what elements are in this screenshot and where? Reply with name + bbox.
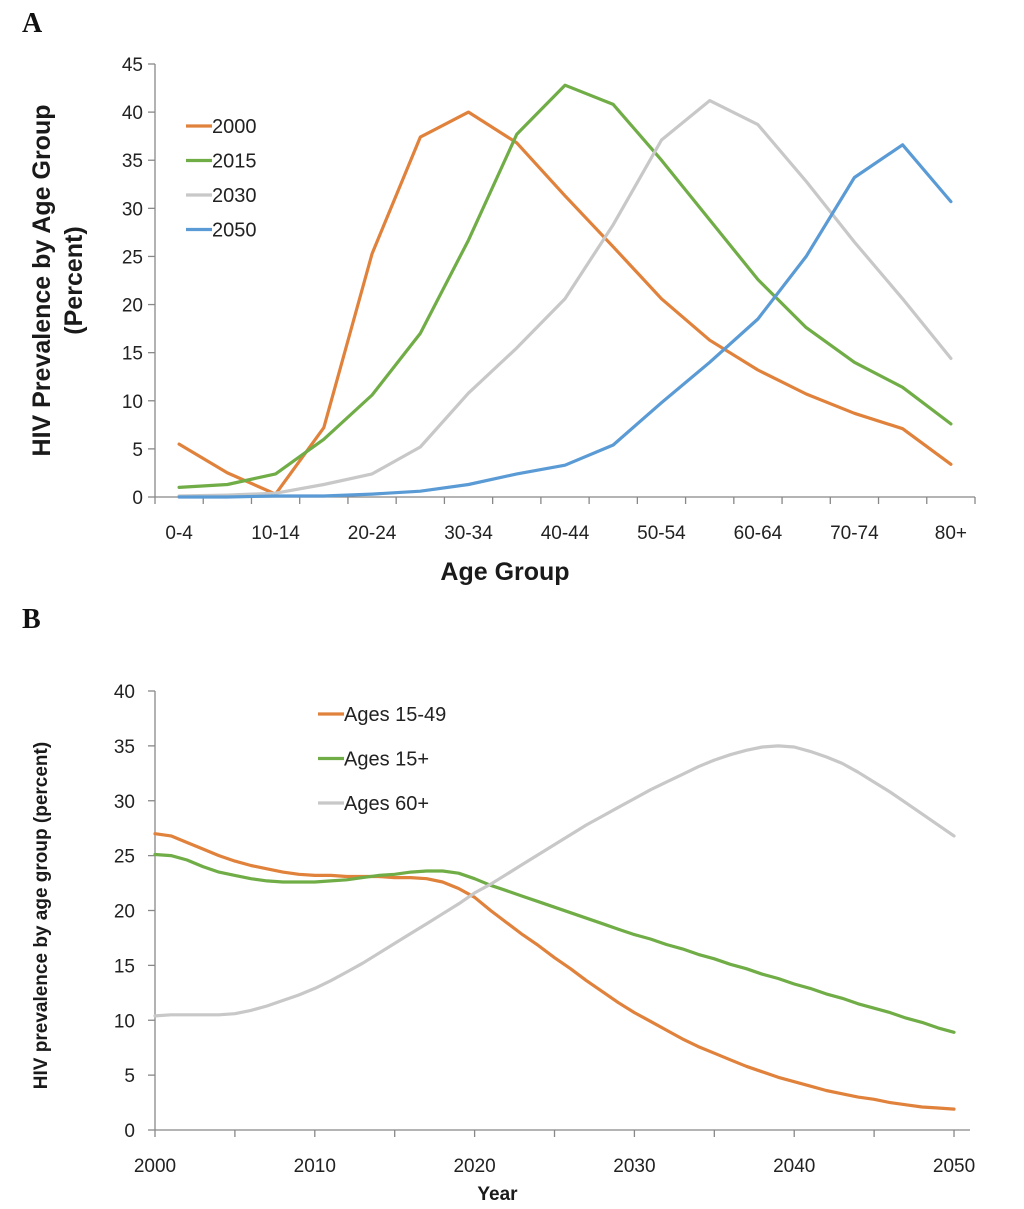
panel-a-y-axis-title-line: HIV Prevalence by Age Group bbox=[28, 105, 56, 457]
panel-a-legend-label-2050: 2050 bbox=[212, 220, 257, 242]
panel-a-x-tick-label: 30-34 bbox=[444, 523, 493, 544]
panel-b-legend-label-ages-15plus: Ages 15+ bbox=[344, 749, 429, 771]
panel-b-chart: 0 5 10 15 20 25 30 35 40 2000 2010 2020 2030 2040 2050… bbox=[31, 682, 975, 1205]
panel-b-y-tick-label: 15 bbox=[114, 956, 135, 977]
panel-b-x-tick-label: 2000 bbox=[134, 1156, 176, 1177]
panel-a-y-tick-label: 35 bbox=[122, 151, 143, 172]
panel-a-x-tick-label: 70-74 bbox=[830, 523, 879, 544]
panel-a-letter: A bbox=[22, 8, 43, 39]
panel-b-legend-label-ages-60plus: Ages 60+ bbox=[344, 793, 429, 815]
panel-a-x-tick-label: 20-24 bbox=[348, 523, 397, 544]
panel-a-x-tick-label: 50-54 bbox=[637, 523, 686, 544]
panel-b-y-tick-label: 0 bbox=[124, 1121, 135, 1142]
panel-a-legend-label-2030: 2030 bbox=[212, 185, 257, 207]
panel-b-y-tick-label: 10 bbox=[114, 1011, 135, 1032]
panel-b-y-tick-label: 35 bbox=[114, 737, 135, 758]
panel-b-x-tick-label: 2010 bbox=[294, 1156, 336, 1177]
panel-b-x-tick-label: 2020 bbox=[453, 1156, 495, 1177]
panel-b-y-tick-label: 30 bbox=[114, 792, 135, 813]
panel-a-y-tick-label: 25 bbox=[122, 247, 143, 268]
panel-a-series-line-2000 bbox=[177, 110, 953, 496]
panel-a-legend-label-2000: 2000 bbox=[212, 116, 257, 138]
panel-b-y-tick-label: 40 bbox=[114, 682, 135, 703]
panel-a-y-axis-title-line: (Percent) bbox=[60, 226, 88, 334]
panel-b-letter: B bbox=[22, 604, 41, 635]
panel-a-x-tick-label: 60-64 bbox=[734, 523, 783, 544]
panel-a-y-tick-label: 5 bbox=[132, 440, 143, 461]
panel-a-y-tick-label: 0 bbox=[132, 488, 143, 509]
panel-b-y-tick-label: 5 bbox=[124, 1066, 135, 1087]
panel-a-x-tick-label: 10-14 bbox=[251, 523, 300, 544]
panel-a-y-tick-label: 15 bbox=[122, 344, 143, 365]
panel-b-series-line-ages-15-49 bbox=[153, 832, 956, 1111]
panel-a-y-tick-label: 30 bbox=[122, 199, 143, 220]
panel-a-y-tick-label: 45 bbox=[122, 55, 143, 76]
panel-a-x-tick-label: 80+ bbox=[935, 523, 967, 544]
panel-a-series-line-2015 bbox=[177, 83, 953, 489]
panel-b-x-axis-title: Year bbox=[477, 1184, 518, 1205]
panel-b-series-line-ages-15plus bbox=[153, 852, 956, 1034]
panel-a-y-axis-title: HIV Prevalence by Age Group (Percent) bbox=[28, 105, 88, 457]
panel-b-x-tick-label: 2050 bbox=[933, 1156, 975, 1177]
panel-a-y-tick-label: 20 bbox=[122, 296, 143, 317]
panel-b-legend-label-ages-15-49: Ages 15-49 bbox=[344, 704, 446, 726]
panel-b-series-line-ages-60plus bbox=[153, 744, 956, 1018]
panel-a-x-axis-title: Age Group bbox=[440, 558, 569, 586]
panel-a-series-line-2050 bbox=[177, 143, 953, 499]
panel-a-legend-label-2015: 2015 bbox=[212, 151, 257, 173]
panel-a-series-line-2030 bbox=[177, 98, 953, 498]
panel-a-x-tick-label: 40-44 bbox=[541, 523, 590, 544]
panel-b-y-tick-label: 25 bbox=[114, 847, 135, 868]
panel-a-x-tick-label: 0-4 bbox=[165, 523, 193, 544]
panel-b-x-tick-label: 2040 bbox=[773, 1156, 815, 1177]
panel-a-y-tick-label: 10 bbox=[122, 392, 143, 413]
panel-b-y-tick-label: 20 bbox=[114, 902, 135, 923]
panel-a-y-tick-label: 40 bbox=[122, 103, 143, 124]
panel-a-chart: 0 5 10 15 20 25 30 35 40 45 0-4 10-14 20-24 30-34 40-4… bbox=[28, 55, 976, 586]
panel-b-y-axis-title: HIV prevalence by age group (percent) bbox=[31, 742, 52, 1089]
panel-b-x-tick-label: 2030 bbox=[613, 1156, 655, 1177]
